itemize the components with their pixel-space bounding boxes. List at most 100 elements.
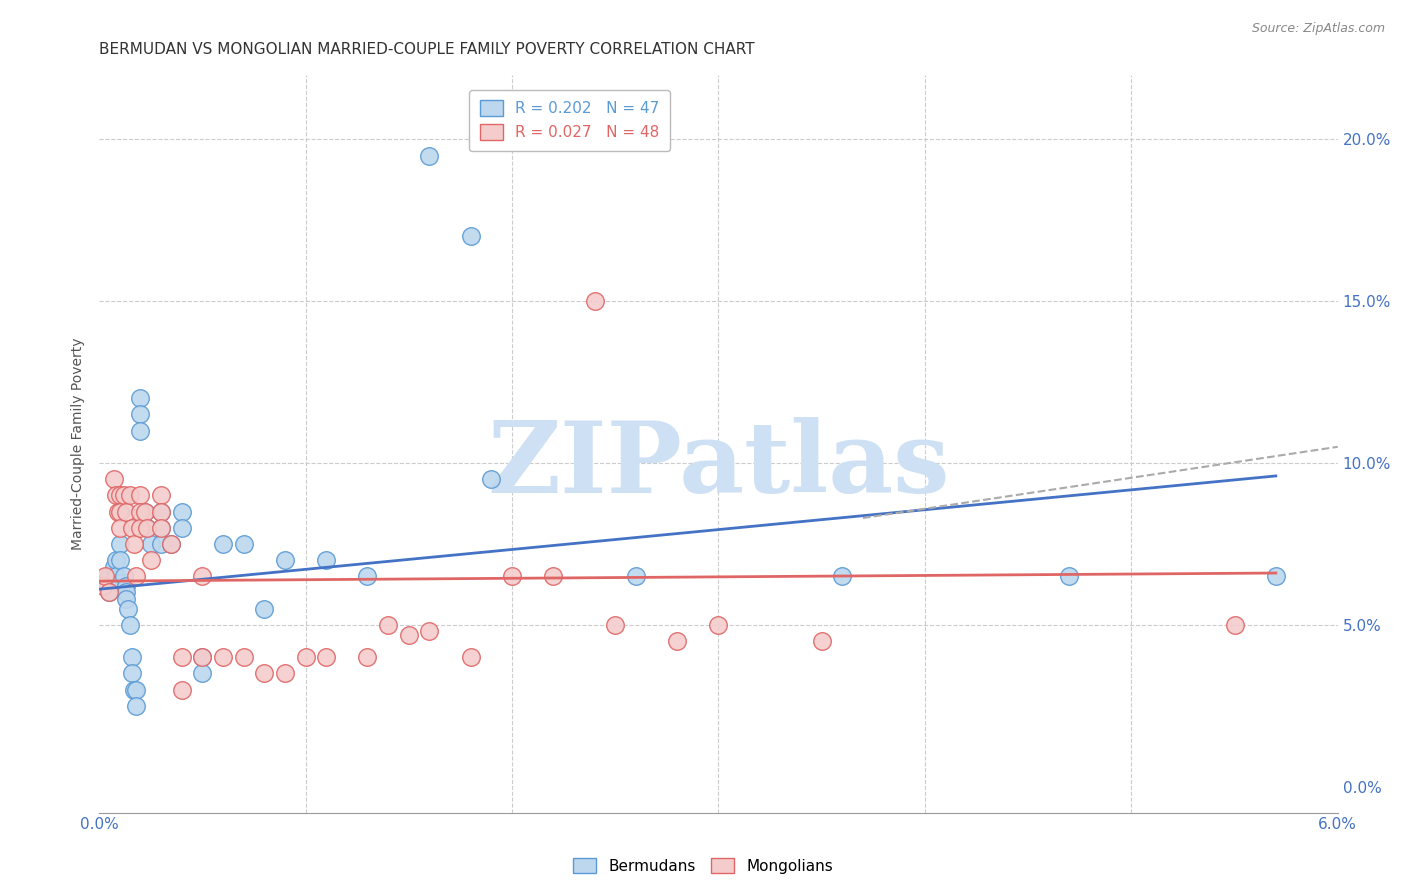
Legend: R = 0.202   N = 47, R = 0.027   N = 48: R = 0.202 N = 47, R = 0.027 N = 48 bbox=[470, 89, 671, 151]
Point bbox=[170, 504, 193, 518]
Point bbox=[120, 617, 142, 632]
Point bbox=[150, 537, 173, 551]
Point bbox=[134, 504, 156, 518]
Point bbox=[115, 585, 138, 599]
Point bbox=[666, 634, 689, 648]
Point bbox=[122, 682, 145, 697]
Point bbox=[108, 504, 131, 518]
Point bbox=[605, 617, 627, 632]
Point bbox=[125, 698, 148, 713]
Point bbox=[191, 650, 214, 665]
Point bbox=[129, 488, 152, 502]
Point bbox=[170, 521, 193, 535]
Point bbox=[112, 569, 135, 583]
Point bbox=[543, 569, 565, 583]
Point bbox=[150, 504, 173, 518]
Point bbox=[115, 579, 138, 593]
Point bbox=[1059, 569, 1081, 583]
Point bbox=[191, 666, 214, 681]
Y-axis label: Married-Couple Family Poverty: Married-Couple Family Poverty bbox=[72, 337, 86, 549]
Point bbox=[232, 650, 254, 665]
Point bbox=[129, 408, 152, 422]
Text: BERMUDAN VS MONGOLIAN MARRIED-COUPLE FAMILY POVERTY CORRELATION CHART: BERMUDAN VS MONGOLIAN MARRIED-COUPLE FAM… bbox=[100, 42, 755, 57]
Point bbox=[274, 553, 297, 567]
Point bbox=[418, 624, 440, 639]
Point bbox=[121, 521, 143, 535]
Text: Source: ZipAtlas.com: Source: ZipAtlas.com bbox=[1251, 22, 1385, 36]
Point bbox=[160, 537, 183, 551]
Point bbox=[150, 521, 173, 535]
Point bbox=[112, 488, 135, 502]
Point bbox=[1264, 569, 1286, 583]
Point bbox=[129, 424, 152, 438]
Point bbox=[253, 666, 276, 681]
Point bbox=[135, 521, 157, 535]
Point bbox=[356, 569, 378, 583]
Legend: Bermudans, Mongolians: Bermudans, Mongolians bbox=[567, 852, 839, 880]
Point bbox=[274, 666, 297, 681]
Point bbox=[356, 650, 378, 665]
Point bbox=[129, 521, 152, 535]
Point bbox=[1223, 617, 1246, 632]
Point bbox=[139, 553, 162, 567]
Point bbox=[104, 553, 127, 567]
Point bbox=[191, 650, 214, 665]
Point bbox=[120, 488, 142, 502]
Point bbox=[831, 569, 853, 583]
Point bbox=[117, 601, 139, 615]
Point bbox=[104, 488, 127, 502]
Point bbox=[125, 569, 148, 583]
Point bbox=[107, 504, 129, 518]
Point bbox=[191, 569, 214, 583]
Point bbox=[135, 521, 157, 535]
Point bbox=[103, 559, 125, 574]
Point bbox=[108, 488, 131, 502]
Point bbox=[108, 537, 131, 551]
Point bbox=[98, 585, 121, 599]
Point bbox=[624, 569, 647, 583]
Point bbox=[583, 294, 606, 309]
Point bbox=[170, 682, 193, 697]
Point bbox=[150, 521, 173, 535]
Point bbox=[150, 488, 173, 502]
Point bbox=[315, 553, 337, 567]
Point bbox=[479, 472, 502, 486]
Point bbox=[103, 472, 125, 486]
Point bbox=[232, 537, 254, 551]
Point bbox=[501, 569, 523, 583]
Point bbox=[94, 569, 117, 583]
Point bbox=[129, 391, 152, 405]
Point bbox=[212, 537, 235, 551]
Point bbox=[98, 569, 121, 583]
Point bbox=[418, 148, 440, 162]
Point bbox=[460, 650, 482, 665]
Point bbox=[294, 650, 316, 665]
Point bbox=[170, 650, 193, 665]
Point bbox=[212, 650, 235, 665]
Point bbox=[108, 553, 131, 567]
Point bbox=[810, 634, 832, 648]
Point bbox=[108, 521, 131, 535]
Point bbox=[398, 627, 420, 641]
Point bbox=[253, 601, 276, 615]
Point bbox=[115, 504, 138, 518]
Point bbox=[98, 585, 121, 599]
Point bbox=[108, 575, 131, 590]
Point bbox=[150, 504, 173, 518]
Text: ZIPatlas: ZIPatlas bbox=[488, 417, 949, 514]
Point bbox=[121, 650, 143, 665]
Point bbox=[104, 569, 127, 583]
Point bbox=[315, 650, 337, 665]
Point bbox=[91, 579, 114, 593]
Point bbox=[129, 504, 152, 518]
Point bbox=[460, 229, 482, 244]
Point bbox=[122, 537, 145, 551]
Point bbox=[139, 537, 162, 551]
Point bbox=[121, 666, 143, 681]
Point bbox=[134, 504, 156, 518]
Point bbox=[125, 682, 148, 697]
Point bbox=[94, 575, 117, 590]
Point bbox=[115, 591, 138, 606]
Point bbox=[377, 617, 399, 632]
Point bbox=[160, 537, 183, 551]
